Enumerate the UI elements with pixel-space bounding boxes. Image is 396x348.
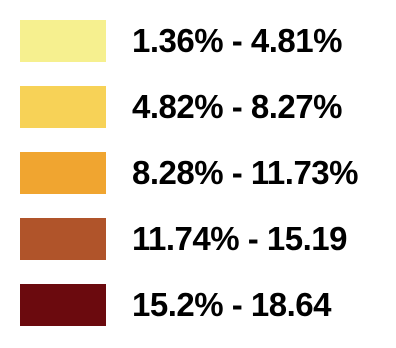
legend-label: 4.82% - 8.27% (132, 88, 342, 125)
legend-swatch (20, 218, 106, 260)
legend-swatch (20, 20, 106, 62)
legend-label: 15.2% - 18.64 (132, 286, 331, 323)
legend-item: 1.36% - 4.81% (20, 18, 396, 64)
legend-label: 1.36% - 4.81% (132, 22, 342, 59)
legend-item: 4.82% - 8.27% (20, 84, 396, 130)
legend-label: 8.28% - 11.73% (132, 154, 359, 191)
legend-item: 15.2% - 18.64 (20, 282, 396, 328)
legend-item: 8.28% - 11.73% (20, 150, 396, 196)
legend-swatch (20, 152, 106, 194)
legend-item: 11.74% - 15.19 (20, 216, 396, 262)
legend-label: 11.74% - 15.19 (132, 220, 348, 257)
legend: 1.36% - 4.81% 4.82% - 8.27% 8.28% - 11.7… (20, 18, 396, 328)
legend-swatch (20, 86, 106, 128)
legend-swatch (20, 284, 106, 326)
